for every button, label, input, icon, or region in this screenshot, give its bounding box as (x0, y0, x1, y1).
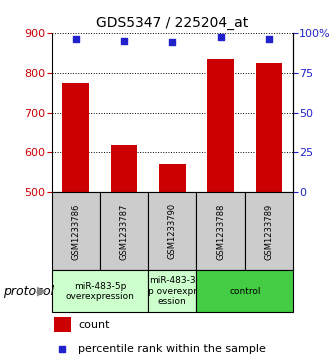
Text: miR-483-5p
overexpression: miR-483-5p overexpression (66, 282, 134, 301)
Point (73, 36, 79, 42)
Point (122, 38, 127, 44)
Text: GSM1233787: GSM1233787 (120, 203, 129, 260)
Title: GDS5347 / 225204_at: GDS5347 / 225204_at (96, 16, 248, 30)
Text: count: count (78, 320, 110, 330)
Bar (52, 192, 100, 270)
Bar (52, 270, 148, 312)
Text: GSM1233786: GSM1233786 (71, 203, 80, 260)
Text: miR-483-3
p overexpr
ession: miR-483-3 p overexpr ession (148, 276, 197, 306)
Text: GSM1233790: GSM1233790 (168, 203, 177, 260)
Bar (54, 317, 71, 333)
Text: GSM1233789: GSM1233789 (264, 203, 273, 260)
Bar (111, 145, 137, 192)
Text: control: control (229, 287, 260, 296)
Bar (245, 192, 293, 270)
Point (60, 346, 65, 352)
Point (170, 39, 175, 45)
Bar (207, 60, 234, 192)
Point (218, 34, 223, 40)
Text: ▶: ▶ (37, 285, 46, 298)
Bar (100, 192, 148, 270)
Bar (63, 83, 89, 192)
Bar (148, 192, 196, 270)
Bar (256, 63, 282, 192)
Text: protocol: protocol (3, 285, 55, 298)
Bar (196, 192, 245, 270)
Text: GSM1233788: GSM1233788 (216, 203, 225, 260)
Text: percentile rank within the sample: percentile rank within the sample (78, 344, 266, 354)
Bar (159, 164, 185, 192)
Bar (148, 270, 196, 312)
Point (266, 36, 272, 42)
Bar (196, 270, 293, 312)
